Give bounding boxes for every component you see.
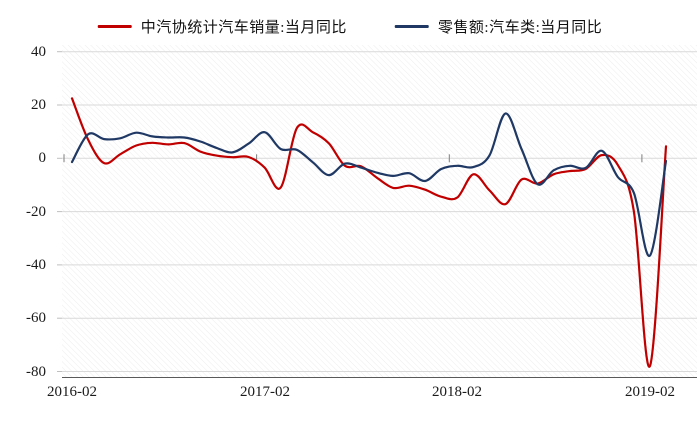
y-axis-label--20: -20: [26, 204, 46, 220]
y-axis-label-0: 0: [38, 150, 47, 166]
navy-line-swatch: [394, 25, 429, 28]
y-axis-label--40: -40: [26, 257, 46, 273]
y-axis-label-40: 40: [31, 44, 46, 60]
red-line-swatch: [97, 25, 132, 28]
y-axis-label--80: -80: [26, 364, 46, 380]
legend-label-retail-auto: 零售额:汽车类:当月同比: [437, 20, 603, 36]
x-axis-label-2017-02: 2017-02: [240, 384, 290, 400]
x-axis-label-2018-02: 2018-02: [432, 384, 482, 400]
legend-label-caam-sales: 中汽协统计汽车销量:当月同比: [140, 20, 347, 36]
x-axis-label-2019-02: 2019-02: [625, 384, 675, 400]
legend-item-caam-sales: 中汽协统计汽车销量:当月同比: [97, 16, 347, 37]
y-axis-label--60: -60: [26, 310, 46, 326]
x-axis-label-2016-02: 2016-02: [47, 384, 97, 400]
y-axis-label-20: 20: [31, 97, 46, 113]
series-line-retail-auto: [70, 112, 668, 257]
legend-item-retail-auto: 零售额:汽车类:当月同比: [394, 16, 603, 37]
chart-legend: 中汽协统计汽车销量:当月同比 零售额:汽车类:当月同比: [97, 16, 603, 37]
